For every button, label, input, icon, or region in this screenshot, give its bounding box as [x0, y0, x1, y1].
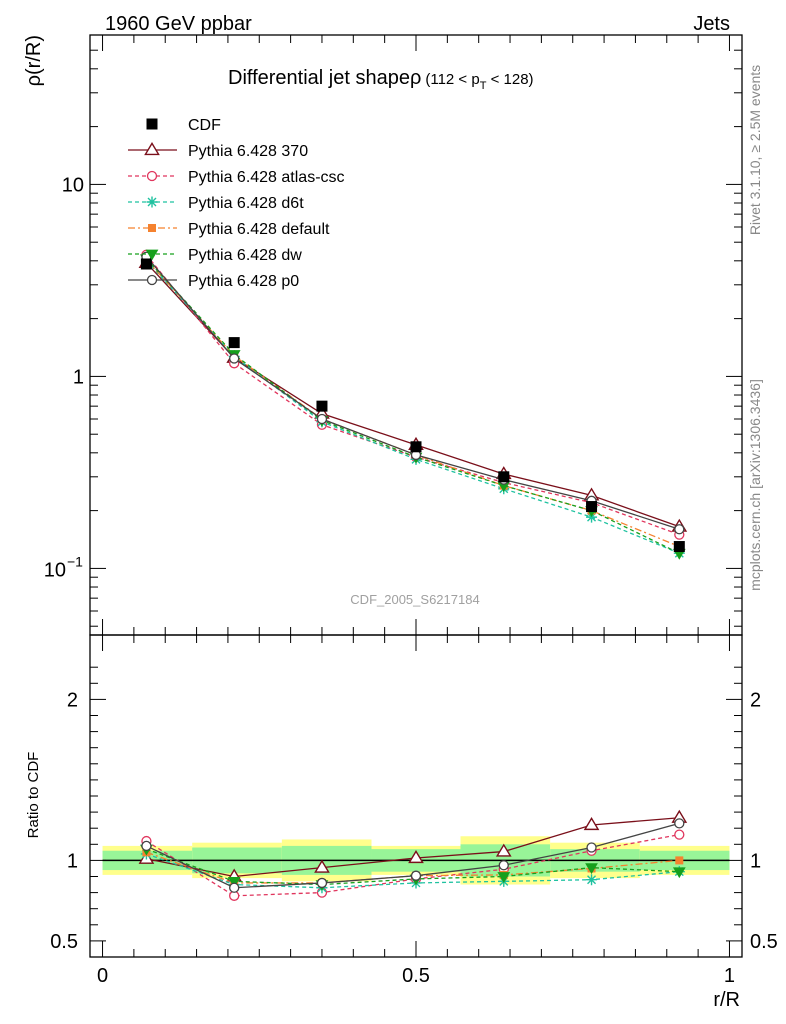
- ratio-2-point-5: [586, 874, 598, 886]
- chart-title-range-end: < 128): [486, 71, 533, 88]
- ratio-uncertainty-bands: [102, 836, 730, 885]
- series-line-1: [145, 254, 680, 536]
- legend-marker-3: [146, 196, 158, 208]
- legend-marker-4: [148, 224, 156, 232]
- cdf-data-points: [140, 258, 685, 553]
- legend-marker-0: [146, 118, 158, 130]
- ratio-0-point-5: [583, 817, 600, 831]
- chart-title-range: (112 < p: [425, 71, 479, 88]
- y-tick-label-0.1-exponent: −1: [67, 553, 83, 569]
- legend: CDF Pythia 6.428 370 Pythia 6.428 atlas-cs…: [128, 117, 345, 290]
- ratio-tick-label-right-0: 2: [750, 689, 761, 711]
- series-5-point-2: [316, 413, 328, 425]
- header-right: Jets: [693, 13, 730, 35]
- legend-marker-1: [144, 142, 160, 156]
- cdf-point-3: [410, 441, 422, 453]
- ratio-0-point-2: [314, 859, 330, 873]
- cdf-point-5: [586, 501, 598, 513]
- ratio-4-point-6: [672, 867, 686, 879]
- legend-label-4: Pythia 6.428 default: [188, 221, 330, 238]
- ratio-5-point-6: [674, 818, 685, 829]
- ratio-5-point-2: [316, 877, 328, 889]
- legend-label-2: Pythia 6.428 atlas-csc: [188, 169, 345, 186]
- ratio-3-point-6: [675, 856, 684, 865]
- ratio-5-point-1: [229, 882, 240, 893]
- y-axis-label: ρ(r/R): [23, 35, 45, 86]
- ratio-0-point-3: [408, 850, 424, 864]
- ratio-4-point-5: [585, 863, 598, 875]
- side-label-top: Rivet 3.1.10, ≥ 2.5M events: [747, 65, 763, 235]
- chart-title: Differential jet shapeρ (112 < pT < 128): [228, 67, 534, 92]
- x-tick-label-1: 0.5: [402, 965, 430, 987]
- series-line-4: [145, 258, 680, 554]
- y-tick-label-10: 10: [62, 174, 84, 196]
- chart-title-index: T: [480, 80, 487, 92]
- cdf-point-1: [228, 337, 240, 349]
- legend-marker-5: [145, 249, 159, 261]
- cdf-point-4: [498, 471, 510, 483]
- watermark: CDF_2005_S6217184: [350, 592, 479, 607]
- legend-label-1: Pythia 6.428 370: [188, 143, 308, 160]
- ratio-series-group: [138, 809, 688, 901]
- side-label-bottom: mcplots.cern.ch [arXiv:1306.3436]: [747, 379, 763, 591]
- cdf-point-6: [673, 541, 685, 553]
- x-tick-label-0: 0: [97, 965, 108, 987]
- ratio-4-point-1: [227, 876, 241, 888]
- ratio-5-point-0: [141, 840, 152, 852]
- cdf-point-0: [140, 258, 152, 270]
- ratio-5-point-5: [586, 842, 597, 853]
- legend-marker-2: [146, 170, 158, 182]
- ratio-tick-label-left-2: 0.5: [50, 931, 78, 953]
- ratio-1-point-6: [674, 829, 685, 840]
- ratio-tick-label-right-2: 0.5: [750, 931, 778, 953]
- ratio-4-point-4: [497, 872, 511, 883]
- legend-marker-6: [146, 274, 158, 286]
- ratio-tick-label-left-0: 2: [67, 689, 78, 711]
- y-tick-label-0.1: 10: [44, 559, 66, 581]
- y-tick-label-1: 1: [73, 366, 84, 388]
- legend-label-6: Pythia 6.428 p0: [188, 273, 299, 290]
- series-2-point-5: [586, 511, 598, 523]
- ratio-plot-frame: [89, 634, 743, 958]
- legend-label-0: CDF: [188, 117, 221, 134]
- series-5-point-6: [674, 524, 685, 535]
- series-5-point-1: [229, 353, 240, 364]
- series-line-0: [145, 262, 680, 528]
- chart-title-main: Differential jet shapeρ: [228, 67, 421, 89]
- header-left: 1960 GeV ppbar: [105, 13, 252, 35]
- x-axis-label: r/R: [713, 989, 740, 1011]
- series-line-5: [145, 256, 680, 530]
- legend-label-5: Pythia 6.428 dw: [188, 247, 302, 264]
- ratio-5-point-3: [410, 870, 422, 881]
- ratio-tick-label-right-1: 1: [750, 850, 761, 872]
- ratio-tick-label-left-1: 1: [67, 850, 78, 872]
- cdf-point-2: [316, 400, 328, 412]
- main-series-group: [138, 249, 688, 560]
- ratio-y-axis-label: Ratio to CDF: [25, 752, 42, 839]
- legend-label-3: Pythia 6.428 d6t: [188, 195, 304, 212]
- ratio-0-point-4: [495, 843, 512, 857]
- x-tick-label-2: 1: [724, 965, 735, 987]
- series-line-2: [145, 260, 680, 554]
- ratio-5-point-4: [498, 860, 509, 871]
